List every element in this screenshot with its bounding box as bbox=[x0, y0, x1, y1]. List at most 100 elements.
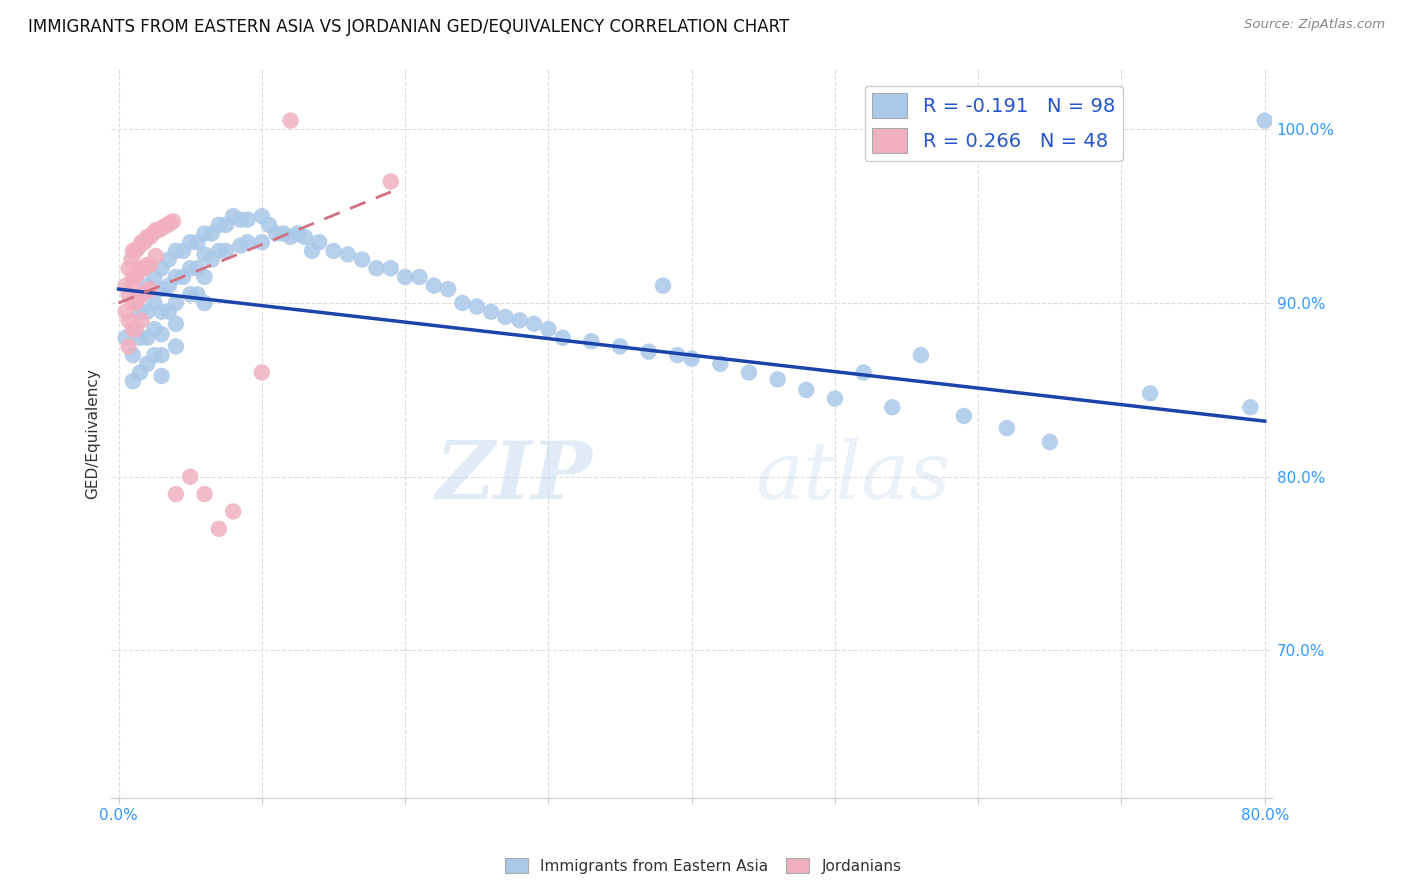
Point bbox=[125, 296, 148, 310]
Point bbox=[117, 287, 139, 301]
Point bbox=[150, 261, 173, 276]
Point bbox=[121, 252, 143, 267]
Point bbox=[236, 235, 259, 250]
Point bbox=[652, 278, 675, 293]
Point bbox=[352, 252, 374, 267]
Point bbox=[366, 261, 388, 276]
Point bbox=[637, 344, 659, 359]
Point bbox=[437, 282, 460, 296]
Point bbox=[114, 278, 136, 293]
Point bbox=[165, 244, 187, 258]
Point bbox=[186, 261, 208, 276]
Point bbox=[136, 331, 159, 345]
Point bbox=[125, 244, 148, 258]
Point bbox=[129, 304, 152, 318]
Point bbox=[165, 296, 187, 310]
Text: ZIP: ZIP bbox=[436, 438, 593, 516]
Point bbox=[408, 269, 430, 284]
Point bbox=[179, 469, 201, 483]
Legend: Immigrants from Eastern Asia, Jordanians: Immigrants from Eastern Asia, Jordanians bbox=[499, 852, 907, 880]
Point bbox=[136, 230, 159, 244]
Point bbox=[193, 247, 215, 261]
Point bbox=[709, 357, 731, 371]
Point bbox=[129, 366, 152, 380]
Point bbox=[394, 269, 416, 284]
Point bbox=[114, 304, 136, 318]
Point bbox=[1239, 401, 1261, 415]
Point bbox=[157, 252, 180, 267]
Point bbox=[336, 247, 359, 261]
Point bbox=[142, 227, 165, 241]
Point bbox=[264, 227, 287, 241]
Point bbox=[179, 235, 201, 250]
Point bbox=[537, 322, 560, 336]
Point bbox=[150, 327, 173, 342]
Point bbox=[153, 219, 176, 234]
Point bbox=[551, 331, 574, 345]
Point bbox=[509, 313, 531, 327]
Point bbox=[766, 372, 789, 386]
Point bbox=[131, 313, 153, 327]
Point bbox=[201, 227, 224, 241]
Text: atlas: atlas bbox=[755, 438, 950, 516]
Point bbox=[129, 331, 152, 345]
Point bbox=[215, 218, 238, 232]
Point bbox=[139, 282, 162, 296]
Point bbox=[273, 227, 295, 241]
Point bbox=[117, 339, 139, 353]
Point bbox=[165, 317, 187, 331]
Point bbox=[145, 223, 167, 237]
Point bbox=[162, 214, 184, 228]
Text: IMMIGRANTS FROM EASTERN ASIA VS JORDANIAN GED/EQUIVALENCY CORRELATION CHART: IMMIGRANTS FROM EASTERN ASIA VS JORDANIA… bbox=[28, 18, 789, 36]
Point bbox=[143, 348, 166, 362]
Point bbox=[380, 174, 402, 188]
Point bbox=[136, 278, 159, 293]
Y-axis label: GED/Equivalency: GED/Equivalency bbox=[86, 368, 100, 499]
Point bbox=[125, 322, 148, 336]
Point bbox=[179, 287, 201, 301]
Point bbox=[172, 269, 194, 284]
Point bbox=[882, 401, 904, 415]
Point bbox=[117, 313, 139, 327]
Point bbox=[122, 348, 145, 362]
Point bbox=[186, 287, 208, 301]
Point bbox=[222, 209, 245, 223]
Point bbox=[143, 322, 166, 336]
Point bbox=[229, 212, 252, 227]
Point bbox=[134, 235, 156, 250]
Point bbox=[150, 304, 173, 318]
Point bbox=[380, 261, 402, 276]
Point bbox=[301, 244, 323, 258]
Point bbox=[280, 230, 302, 244]
Point bbox=[208, 244, 231, 258]
Point bbox=[280, 113, 302, 128]
Point bbox=[186, 235, 208, 250]
Point bbox=[250, 209, 273, 223]
Point bbox=[136, 258, 159, 272]
Point bbox=[143, 296, 166, 310]
Point bbox=[494, 310, 516, 324]
Point bbox=[995, 421, 1018, 435]
Point bbox=[122, 322, 145, 336]
Point bbox=[208, 218, 231, 232]
Point bbox=[131, 287, 153, 301]
Point bbox=[465, 300, 488, 314]
Point bbox=[287, 227, 309, 241]
Point bbox=[852, 366, 875, 380]
Point bbox=[824, 392, 846, 406]
Point bbox=[910, 348, 932, 362]
Point bbox=[193, 227, 215, 241]
Point bbox=[121, 278, 143, 293]
Point bbox=[1254, 113, 1277, 128]
Point bbox=[136, 357, 159, 371]
Point bbox=[150, 368, 173, 383]
Point bbox=[165, 339, 187, 353]
Point bbox=[165, 487, 187, 501]
Point bbox=[172, 244, 194, 258]
Point bbox=[308, 235, 330, 250]
Legend: R = -0.191   N = 98, R = 0.266   N = 48: R = -0.191 N = 98, R = 0.266 N = 48 bbox=[865, 86, 1123, 161]
Point bbox=[794, 383, 817, 397]
Point bbox=[738, 366, 761, 380]
Point bbox=[117, 261, 139, 276]
Point bbox=[150, 348, 173, 362]
